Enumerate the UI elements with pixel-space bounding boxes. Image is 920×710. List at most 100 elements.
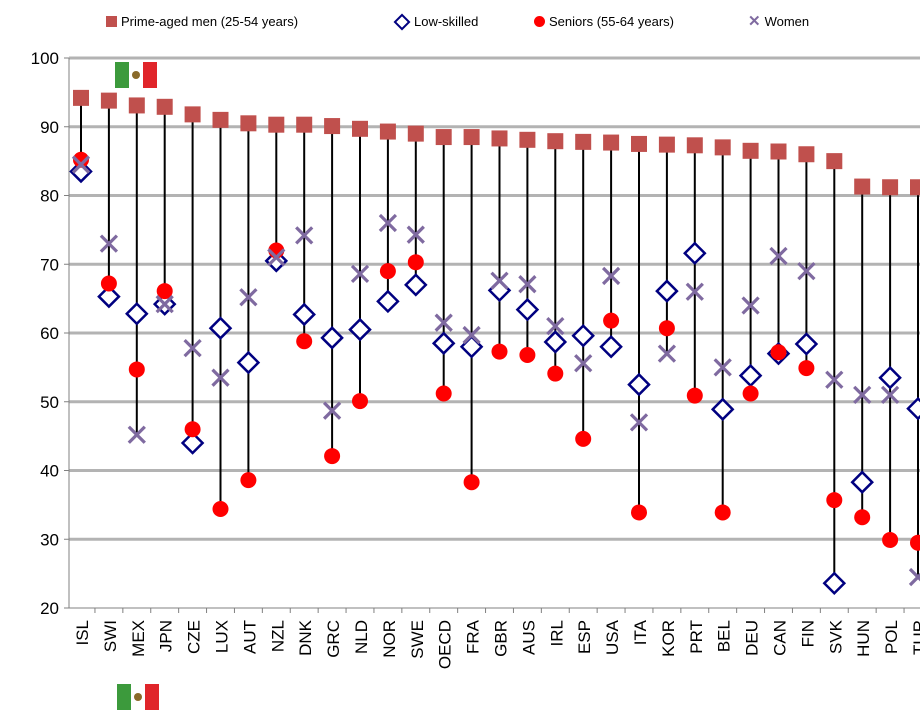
x-tick-label: LUX [213,620,232,653]
women-point-stroke [322,401,342,420]
y-tick-label: 20 [40,599,59,618]
seniors-point [519,347,536,363]
seniors-point [826,492,843,509]
women-point [350,264,370,284]
men-point [324,118,341,135]
x-tick-label: MEX [129,620,148,657]
x-tick-label: CZE [185,620,204,654]
women-point-stroke [406,225,425,244]
women-point-stroke [183,338,202,358]
x-tick-label: CAN [771,620,790,656]
x-tick-label: AUT [240,620,259,654]
women-point [741,296,760,315]
y-tick-label: 60 [40,324,59,343]
seniors-point [798,360,815,377]
men-point [100,92,117,109]
x-tick-label: POL [882,620,901,654]
seniors-point [491,343,508,360]
men-point [268,116,285,133]
series-low-skilled [69,159,920,596]
women-point [378,213,398,233]
y-tick-label: 40 [40,462,59,481]
women-point [853,385,872,405]
women-point [769,246,788,266]
x-tick-label: AUS [519,620,538,655]
x-tick-label: SWE [408,620,427,659]
men-point [73,89,89,106]
men-point [714,139,731,156]
men-point [379,123,396,140]
low-skilled-point [97,284,121,309]
seniors-point [296,333,313,350]
women-point-stroke [713,358,732,377]
low-skilled-point [404,273,428,297]
men-point [128,97,145,114]
women-point [713,358,732,377]
seniors-point [686,387,703,404]
women-point [797,261,816,281]
x-tick-label: IRL [547,620,566,646]
women-point-stroke [769,246,788,266]
x-tick-label: KOR [659,620,678,657]
low-skilled-point [125,301,149,326]
seniors-point [156,283,173,300]
y-tick-labels: 20 30 40 50 60 70 80 90 100 [31,49,59,618]
x-tick-label: ISL [73,620,92,646]
low-skilled-point [710,397,735,422]
seniors-point [910,534,920,551]
women-point-stroke [155,294,174,314]
legend-label-seniors: Seniors (55-64 years) [549,14,674,29]
seniors-point [603,312,620,329]
women-point-stroke [267,248,286,267]
men-point [352,120,368,137]
series-women [71,155,920,587]
men-point [575,133,592,150]
low-skilled-point [431,331,456,356]
women-point [490,271,509,290]
x-tick-label: GRC [324,620,343,658]
women-point-stroke [350,264,370,284]
women-point [99,234,119,253]
legend-label-low-skilled: Low-skilled [414,14,479,29]
legend-item-seniors: Seniors (55-64 years) [534,14,674,29]
low-skilled-point [459,334,484,359]
women-point-stroke [797,261,816,281]
men-point [156,98,173,115]
women-point [322,401,342,420]
women-point-stroke [574,354,593,373]
circle-marker-icon [534,16,545,27]
seniors-point [547,365,564,382]
women-point [127,425,146,444]
men-point [798,146,815,163]
women-point [183,338,202,358]
men-point [686,137,703,154]
men-point [547,133,564,150]
women-point [685,282,704,301]
x-tick-label: FRA [464,619,483,654]
women-point-stroke [127,425,146,444]
y-tick-label: 90 [40,118,59,137]
women-point [434,313,453,332]
low-skilled-point [543,330,568,354]
women-point-stroke [71,155,91,174]
low-skilled-point [571,323,595,348]
low-skilled-point [683,241,707,266]
y-tick-label: 100 [31,49,59,68]
men-point [658,136,675,153]
women-point-stroke [518,275,537,294]
men-point [742,142,759,159]
y-tick-label: 50 [40,393,59,412]
men-point [603,134,620,151]
x-tick-label: JPN [157,620,176,652]
women-point [406,225,425,244]
mexico-flag-icon [117,684,159,710]
x-tick-label: NZL [268,620,287,652]
diamond-marker-icon [393,13,411,30]
x-tick-label: GBR [492,620,511,657]
men-point [519,131,536,148]
legend-item-men: Prime-aged men (25-54 years) [106,14,298,29]
seniors-point [324,448,341,465]
low-skilled-point [850,470,874,494]
x-tick-label: PRT [687,620,706,654]
